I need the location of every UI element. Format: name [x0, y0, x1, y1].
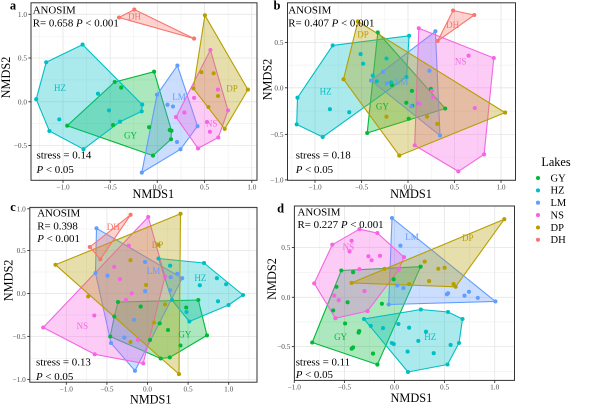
- svg-text:0.0: 0.0: [281, 293, 290, 302]
- svg-text:DH: DH: [446, 20, 459, 30]
- svg-text:0.5: 0.5: [440, 383, 449, 392]
- svg-text:1.0: 1.0: [496, 183, 505, 192]
- svg-text:HZ: HZ: [424, 332, 436, 342]
- svg-text:−1.0: −1.0: [308, 183, 322, 192]
- svg-text:P < 0.05: P < 0.05: [36, 164, 75, 176]
- svg-text:DH: DH: [551, 235, 567, 246]
- svg-text:P < 0.001: P < 0.001: [36, 233, 80, 245]
- svg-text:−1.0: −1.0: [56, 183, 70, 192]
- svg-text:0.5: 0.5: [274, 38, 283, 47]
- svg-text:0.0: 0.0: [153, 183, 162, 192]
- svg-text:DP: DP: [152, 240, 164, 250]
- svg-text:NMDS2: NMDS2: [2, 260, 16, 302]
- svg-text:HZ: HZ: [54, 83, 66, 93]
- svg-text:1.0: 1.0: [18, 10, 27, 19]
- svg-text:P < 0.05: P < 0.05: [35, 371, 74, 383]
- svg-text:−0.5: −0.5: [270, 130, 284, 139]
- svg-text:−0.5: −0.5: [355, 183, 369, 192]
- svg-text:HZ: HZ: [320, 87, 332, 97]
- svg-text:Lakes: Lakes: [541, 155, 571, 169]
- svg-text:0.5: 0.5: [184, 384, 193, 393]
- svg-text:1.0: 1.0: [490, 383, 499, 392]
- svg-text:0.0: 0.0: [403, 183, 412, 192]
- svg-text:NS: NS: [343, 242, 355, 252]
- svg-text:d: d: [277, 202, 284, 216]
- svg-text:LM: LM: [551, 198, 567, 209]
- svg-text:−0.5: −0.5: [100, 384, 114, 393]
- svg-text:NMDS2: NMDS2: [260, 59, 274, 101]
- svg-text:ANOSIM: ANOSIM: [33, 5, 76, 17]
- svg-text:NS: NS: [551, 210, 565, 221]
- svg-text:R= 0.227 P < 0.001: R= 0.227 P < 0.001: [298, 219, 384, 231]
- svg-text:stress = 0.11: stress = 0.11: [296, 356, 350, 368]
- svg-text:NMDS1: NMDS1: [130, 392, 172, 406]
- svg-text:−1.0: −1.0: [13, 375, 27, 384]
- svg-text:−0.5: −0.5: [277, 342, 291, 351]
- svg-text:0.5: 0.5: [18, 54, 27, 63]
- svg-text:0.0: 0.0: [18, 97, 27, 106]
- svg-text:a: a: [10, 0, 17, 12]
- svg-text:LM: LM: [172, 92, 186, 102]
- svg-text:NMDS2: NMDS2: [0, 57, 13, 99]
- svg-text:−0.5: −0.5: [13, 332, 27, 341]
- svg-text:LM: LM: [405, 232, 419, 242]
- svg-text:stress = 0.18: stress = 0.18: [296, 149, 351, 161]
- svg-text:1.0: 1.0: [247, 183, 256, 192]
- svg-text:−0.5: −0.5: [104, 183, 118, 192]
- svg-text:P < 0.05: P < 0.05: [295, 369, 334, 381]
- svg-text:DP: DP: [462, 233, 474, 243]
- svg-text:GY: GY: [178, 329, 191, 339]
- svg-text:R= 0.398: R= 0.398: [37, 220, 78, 232]
- svg-text:ANOSIM: ANOSIM: [298, 206, 341, 218]
- svg-text:0.0: 0.0: [143, 384, 152, 393]
- svg-text:NS: NS: [206, 119, 218, 129]
- svg-text:R= 0.658 P < 0.001: R= 0.658 P < 0.001: [33, 17, 119, 29]
- svg-text:HZ: HZ: [194, 273, 206, 283]
- svg-text:−1.0: −1.0: [60, 384, 74, 393]
- svg-text:HZ: HZ: [551, 186, 565, 197]
- svg-text:LM: LM: [395, 77, 409, 87]
- svg-text:ANOSIM: ANOSIM: [288, 5, 331, 17]
- svg-text:GY: GY: [376, 101, 389, 111]
- svg-text:ANOSIM: ANOSIM: [37, 208, 80, 220]
- svg-text:GY: GY: [124, 131, 137, 141]
- svg-text:−0.5: −0.5: [14, 141, 28, 150]
- svg-text:stress = 0.14: stress = 0.14: [37, 149, 92, 161]
- svg-text:DP: DP: [551, 223, 565, 234]
- svg-text:0.5: 0.5: [17, 246, 26, 255]
- svg-text:0.0: 0.0: [390, 383, 399, 392]
- svg-text:b: b: [274, 0, 281, 13]
- svg-text:DH: DH: [107, 222, 120, 232]
- svg-text:0.0: 0.0: [17, 289, 26, 298]
- svg-text:1.0: 1.0: [224, 384, 233, 393]
- svg-text:c: c: [10, 200, 16, 214]
- svg-text:P < 0.05: P < 0.05: [295, 164, 334, 176]
- svg-text:0.0: 0.0: [274, 83, 283, 92]
- svg-text:DP: DP: [226, 84, 238, 94]
- svg-text:0.5: 0.5: [200, 183, 209, 192]
- svg-text:NMDS1: NMDS1: [132, 187, 174, 201]
- svg-text:−0.5: −0.5: [338, 383, 352, 392]
- svg-text:0.5: 0.5: [450, 183, 459, 192]
- svg-text:1.0: 1.0: [17, 204, 26, 213]
- svg-text:NS: NS: [77, 321, 89, 331]
- svg-text:NMDS1: NMDS1: [391, 391, 433, 405]
- svg-text:NS: NS: [455, 56, 467, 66]
- svg-text:NMDS1: NMDS1: [390, 187, 432, 201]
- svg-text:DP: DP: [357, 30, 369, 40]
- svg-text:LM: LM: [147, 266, 161, 276]
- svg-text:stress = 0.13: stress = 0.13: [36, 356, 91, 368]
- svg-text:GY: GY: [551, 173, 567, 184]
- svg-text:NMDS2: NMDS2: [265, 258, 279, 300]
- svg-text:−1.0: −1.0: [270, 175, 284, 184]
- svg-text:GY: GY: [334, 332, 347, 342]
- svg-text:−1.0: −1.0: [288, 383, 302, 392]
- svg-text:DH: DH: [128, 12, 141, 22]
- svg-text:R= 0.407 P < 0.001: R= 0.407 P < 0.001: [288, 17, 374, 29]
- svg-text:0.5: 0.5: [281, 243, 290, 252]
